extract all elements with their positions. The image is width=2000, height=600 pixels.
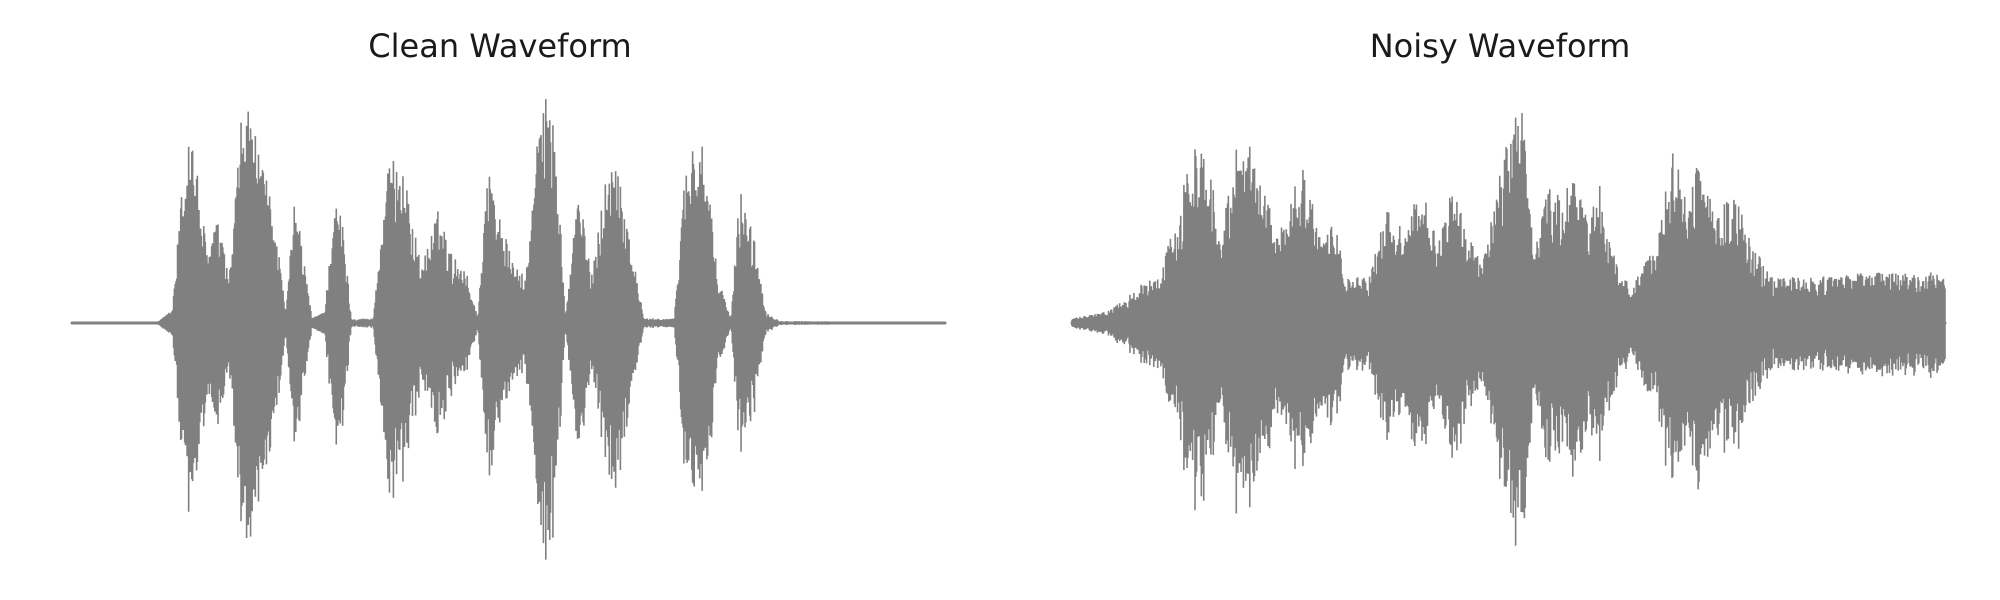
waveform-line — [154, 99, 946, 560]
noisy-waveform-title: Noisy Waveform — [1369, 27, 1631, 65]
waveform-line — [1071, 113, 1946, 546]
noisy-waveform-plot — [1070, 113, 1947, 546]
noisy-waveform-series — [1070, 113, 1947, 546]
noisy-waveform-panel: Noisy Waveform — [1000, 0, 2000, 600]
clean-waveform-plot — [70, 99, 947, 560]
clean-waveform-series — [70, 99, 947, 560]
clean-waveform-title: Clean Waveform — [368, 27, 632, 65]
clean-waveform-panel: Clean Waveform — [70, 27, 947, 560]
